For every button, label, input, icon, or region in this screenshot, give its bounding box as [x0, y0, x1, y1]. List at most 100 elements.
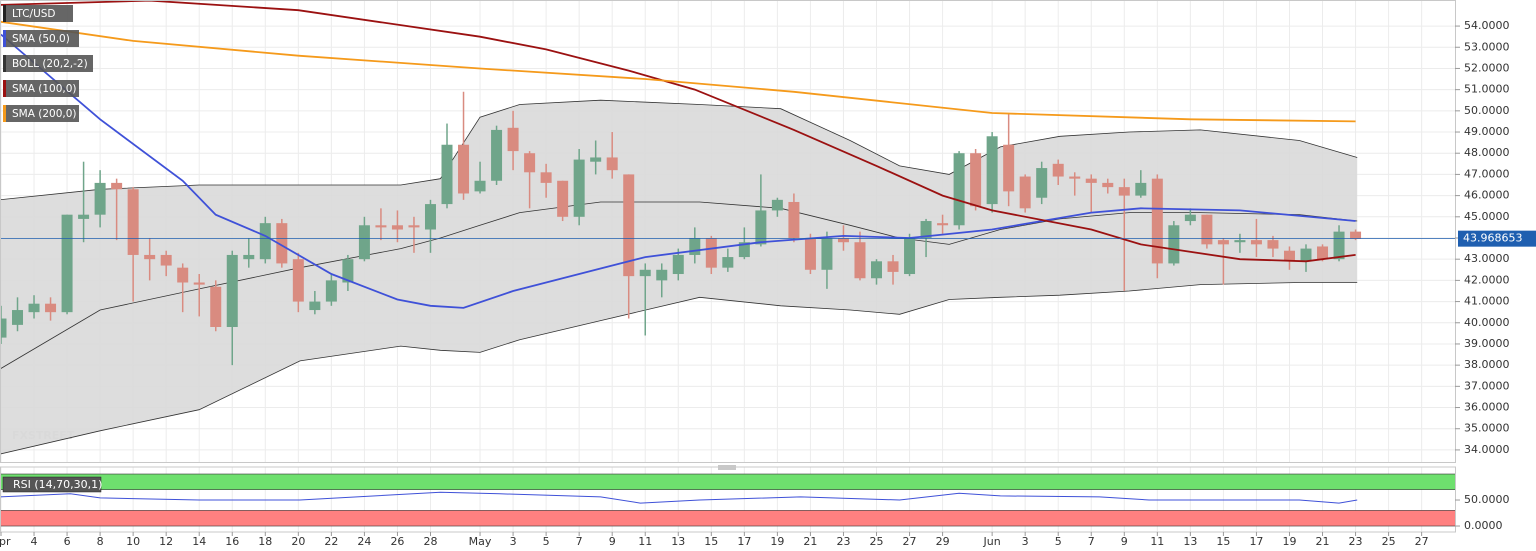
candle-body: [375, 225, 387, 228]
candle-body: [491, 129, 503, 181]
legend-box: [3, 55, 93, 72]
x-tick-label: 8: [97, 535, 104, 548]
x-tick-label: 22: [324, 535, 338, 548]
x-tick-label: 25: [1382, 535, 1396, 548]
candle-body: [0, 318, 7, 338]
y-tick-label: 54.0000: [1464, 19, 1510, 32]
candle-body: [78, 214, 90, 219]
band-middle: [0, 201, 1358, 370]
x-tick-label: 5: [543, 535, 550, 548]
x-tick-label: 26: [390, 535, 404, 548]
candle-body: [1135, 182, 1147, 196]
candle-body: [127, 189, 139, 255]
band-lower: [0, 282, 1358, 455]
candle-body: [28, 303, 40, 313]
candle-body: [1168, 225, 1180, 264]
y-tick-label: 35.0000: [1464, 422, 1510, 435]
candle-body: [705, 237, 717, 268]
x-tick-label: 13: [1183, 535, 1197, 548]
y-tick-label: 39.0000: [1464, 337, 1510, 350]
candle-body: [937, 223, 949, 226]
candle-body: [507, 127, 519, 152]
candle-body: [821, 237, 833, 270]
x-tick-label: 11: [638, 535, 652, 548]
x-tick-label: 9: [609, 535, 616, 548]
candle-body: [193, 282, 205, 285]
x-tick-label: 3: [1022, 535, 1029, 548]
x-tick-label: 11: [1150, 535, 1164, 548]
legend-label: SMA (100,0): [12, 83, 77, 95]
candle-body: [887, 261, 899, 272]
candle-body: [755, 210, 767, 245]
candle-body: [1052, 163, 1064, 177]
candle-body: [689, 237, 701, 255]
overbought-zone: [0, 473, 1456, 490]
candle-body: [45, 303, 57, 313]
plot: FXSTREET: [0, 0, 1455, 455]
sma-line: [0, 20, 1356, 123]
y-tick-label: 41.0000: [1464, 295, 1510, 308]
candle-body: [424, 204, 436, 230]
candle-body: [524, 153, 536, 173]
candle-body: [1085, 178, 1097, 183]
legend-box: [3, 105, 79, 122]
sma-line: [0, 33, 1356, 309]
candle-body: [573, 159, 585, 217]
legend-box: [3, 80, 79, 97]
panel-resize-handle[interactable]: [718, 465, 736, 470]
x-tick-label: 27: [903, 535, 917, 548]
candle-body: [243, 254, 255, 260]
y-tick-label: 50.0000: [1464, 104, 1510, 117]
rsi-line: [0, 491, 1358, 504]
x-tick-label: 6: [64, 535, 71, 548]
y-tick-label: 45.0000: [1464, 210, 1510, 223]
y-tick-label: 40.0000: [1464, 316, 1510, 329]
legend-box: [3, 30, 79, 47]
candle-body: [1234, 240, 1246, 243]
rsi-y-tick-label: 0.0000: [1464, 519, 1503, 532]
band-upper: [0, 99, 1358, 201]
candle-body: [1184, 214, 1196, 222]
candle-body: [639, 269, 651, 277]
candle-body: [920, 221, 932, 238]
candle-body: [904, 237, 916, 275]
candle-body: [1019, 176, 1031, 209]
y-tick-label: 53.0000: [1464, 40, 1510, 53]
candle-body: [1283, 250, 1295, 262]
legend-swatch: [3, 105, 6, 122]
x-tick-label: 15: [704, 535, 718, 548]
candle-body: [1069, 176, 1081, 179]
sma-line: [0, 0, 1356, 263]
candle-body: [722, 257, 734, 268]
x-tick-label: 23: [1349, 535, 1363, 548]
candle-body: [309, 301, 321, 311]
candle-body: [342, 259, 354, 283]
y-tick-label: 36.0000: [1464, 401, 1510, 414]
last-price-box: [1458, 230, 1536, 247]
candle-body: [1333, 231, 1345, 260]
y-tick-label: 47.0000: [1464, 167, 1510, 180]
candle-body: [738, 242, 750, 258]
candle-body: [871, 261, 883, 279]
legend-swatch: [3, 80, 6, 97]
candle-body: [325, 280, 337, 302]
candle-body: [1151, 178, 1163, 264]
x-tick-label: 4: [31, 535, 38, 548]
y-tick-label: 49.0000: [1464, 125, 1510, 138]
last-price-label: 43.968653: [1463, 232, 1523, 245]
x-tick-label: 17: [737, 535, 751, 548]
y-tick-label: 37.0000: [1464, 379, 1510, 392]
candle-body: [12, 310, 24, 325]
legend-swatch: [3, 55, 6, 72]
candle-body: [160, 254, 172, 266]
candle-body: [177, 267, 189, 283]
candle-body: [1102, 182, 1114, 188]
x-tick-label: 27: [1415, 535, 1429, 548]
x-tick-label: 18: [258, 535, 272, 548]
candle-body: [590, 157, 602, 162]
y-tick-label: 52.0000: [1464, 61, 1510, 74]
candle-body: [1300, 248, 1312, 262]
candle-body: [540, 172, 552, 183]
x-tick-label: 23: [836, 535, 850, 548]
candle-body: [1003, 144, 1015, 192]
